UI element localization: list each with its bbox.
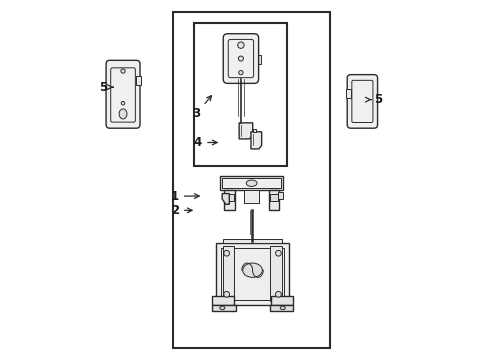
- FancyBboxPatch shape: [223, 34, 258, 84]
- Ellipse shape: [242, 263, 262, 277]
- Ellipse shape: [275, 250, 281, 256]
- Ellipse shape: [121, 102, 124, 105]
- Ellipse shape: [237, 42, 244, 48]
- Polygon shape: [239, 123, 252, 139]
- Polygon shape: [254, 55, 260, 64]
- Polygon shape: [269, 194, 277, 201]
- Ellipse shape: [275, 292, 281, 297]
- Bar: [173, 12, 329, 348]
- Text: 5: 5: [99, 81, 113, 94]
- Ellipse shape: [121, 69, 125, 73]
- Polygon shape: [269, 246, 282, 301]
- Polygon shape: [222, 194, 229, 204]
- Ellipse shape: [246, 180, 257, 186]
- Polygon shape: [216, 243, 288, 305]
- Polygon shape: [136, 76, 141, 85]
- Ellipse shape: [238, 56, 243, 61]
- Text: 2: 2: [170, 204, 192, 217]
- Polygon shape: [223, 246, 233, 301]
- Ellipse shape: [224, 250, 229, 256]
- Polygon shape: [346, 89, 350, 98]
- Polygon shape: [224, 190, 234, 210]
- Polygon shape: [212, 296, 233, 305]
- Bar: [194, 23, 287, 166]
- Ellipse shape: [220, 306, 224, 310]
- Polygon shape: [271, 296, 292, 305]
- Text: 1: 1: [170, 190, 199, 203]
- Polygon shape: [269, 305, 292, 311]
- Polygon shape: [277, 192, 283, 199]
- Text: 5: 5: [365, 93, 382, 106]
- Polygon shape: [220, 176, 283, 190]
- Polygon shape: [268, 190, 279, 210]
- Polygon shape: [244, 190, 258, 203]
- Ellipse shape: [119, 109, 127, 119]
- Polygon shape: [252, 129, 256, 132]
- Ellipse shape: [238, 71, 243, 75]
- Text: 4: 4: [194, 136, 217, 149]
- Text: 3: 3: [192, 96, 211, 120]
- Ellipse shape: [224, 292, 229, 297]
- Polygon shape: [223, 239, 282, 243]
- FancyBboxPatch shape: [346, 75, 377, 128]
- Ellipse shape: [280, 306, 285, 310]
- FancyBboxPatch shape: [106, 60, 140, 128]
- Polygon shape: [212, 305, 235, 311]
- Polygon shape: [226, 194, 233, 201]
- Polygon shape: [250, 132, 261, 149]
